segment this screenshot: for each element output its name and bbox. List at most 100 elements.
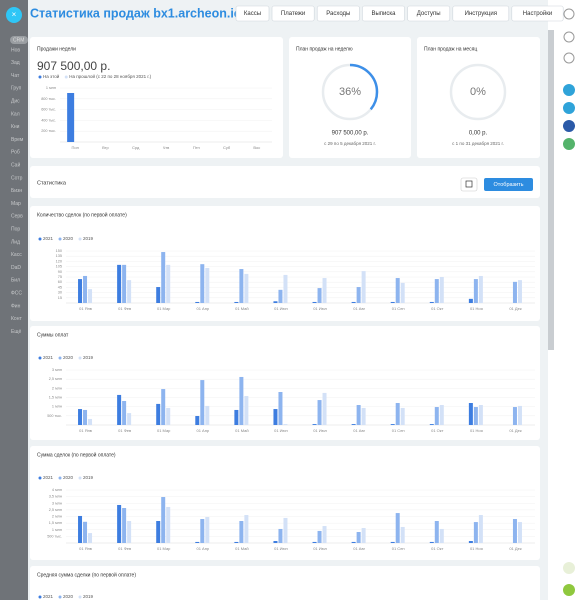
bar <box>78 515 83 543</box>
close-icon[interactable]: × <box>12 10 17 19</box>
bar <box>161 252 166 303</box>
search-icon[interactable] <box>563 52 575 64</box>
bar <box>166 407 171 425</box>
bar <box>278 528 283 543</box>
chart-title: Суммы оплат <box>37 332 69 338</box>
x-tick-label: 01 Авг <box>353 428 365 433</box>
menu-item[interactable]: Кни <box>11 124 20 130</box>
bar <box>117 264 122 303</box>
chart-title: Средняя сумма сделки (по первой оплате) <box>37 571 136 578</box>
bar <box>317 400 322 425</box>
bar <box>473 522 478 543</box>
menu-item[interactable]: Зад <box>11 60 20 66</box>
phone-icon[interactable] <box>563 584 575 596</box>
tab[interactable] <box>362 5 405 22</box>
plan-title: План продаж на неделю <box>296 46 353 52</box>
bar <box>356 405 361 425</box>
y-tick-label: 2 млн <box>52 386 62 390</box>
menu-item[interactable]: Роб <box>11 150 20 156</box>
x-tick-label: 01 Ноя <box>470 306 483 311</box>
tab[interactable] <box>271 5 315 22</box>
tab[interactable] <box>407 5 451 22</box>
bar <box>356 287 361 303</box>
menu-item[interactable]: Бил <box>11 278 20 284</box>
y-tick-label: 90 <box>58 270 62 274</box>
tab-label[interactable]: Доступы <box>417 11 441 17</box>
plan-amount: 0,00 р. <box>469 131 488 137</box>
menu-item[interactable]: Сай <box>11 162 20 169</box>
x-tick-label: 01 Ноя <box>470 428 483 433</box>
chart-subtitle: 907 500,00 р. <box>37 59 110 73</box>
menu-item[interactable]: Бизн <box>11 188 22 194</box>
close-button[interactable] <box>6 7 22 23</box>
scrollbar[interactable] <box>548 30 554 350</box>
card <box>30 166 540 198</box>
menu-item[interactable]: Сотр <box>11 175 23 181</box>
y-tick-label: 3 млн <box>52 501 62 505</box>
bar <box>512 519 517 543</box>
menu-item[interactable]: Нов <box>11 47 20 53</box>
tab[interactable] <box>235 5 270 22</box>
bar <box>429 424 434 425</box>
menu-item[interactable]: Лид <box>11 239 20 245</box>
calendar-button[interactable] <box>460 177 478 192</box>
avatar[interactable] <box>563 120 575 132</box>
tab-label[interactable]: Расходы <box>326 11 350 17</box>
menu-item[interactable]: Фин <box>11 303 21 309</box>
tab[interactable] <box>452 5 510 22</box>
calendar-icon[interactable] <box>465 180 473 188</box>
y-tick-label: 2,5 млн <box>49 508 62 512</box>
menu-item[interactable]: Пор <box>11 227 20 233</box>
bar <box>361 407 366 425</box>
tab-label[interactable]: Настройки <box>523 10 552 17</box>
tab[interactable] <box>511 5 564 22</box>
bar <box>478 405 483 425</box>
card <box>30 566 540 600</box>
y-tick-label: 15 <box>58 296 62 300</box>
menu-item[interactable]: Серв <box>11 214 23 220</box>
menu-item[interactable]: Груп <box>11 86 22 92</box>
show-button-label[interactable]: Отобразить <box>494 182 524 188</box>
menu-item[interactable]: DaD <box>11 265 21 271</box>
bar <box>156 403 161 425</box>
y-tick-label: 500 тыс. <box>47 414 62 418</box>
x-tick-label: 01 Фев <box>118 546 131 551</box>
legend-label: На прошлой (с 22 по 28 ноября 2021 г.) <box>69 73 151 79</box>
x-tick-label: 01 Июл <box>313 428 327 433</box>
menu-item[interactable]: Мар <box>11 201 21 207</box>
bell-icon[interactable] <box>563 8 575 20</box>
tab[interactable] <box>316 5 360 22</box>
bar <box>273 409 278 425</box>
menu-item[interactable]: Чат <box>11 73 20 79</box>
bar <box>67 92 75 142</box>
x-tick-label: 01 Май <box>235 306 248 311</box>
tab-label[interactable]: Кассы <box>244 11 261 17</box>
menu-item[interactable]: ФСС <box>11 291 22 297</box>
x-tick-label: Суб <box>223 145 231 150</box>
menu-item[interactable]: Дис <box>11 99 20 105</box>
ring-progress <box>321 63 379 121</box>
menu-item[interactable]: Конт <box>11 316 22 322</box>
legend-dot <box>38 356 42 360</box>
menu-item[interactable]: Врем <box>11 137 24 143</box>
menu-item[interactable]: Кал <box>11 111 20 117</box>
avatar[interactable] <box>563 102 575 114</box>
avatar[interactable] <box>563 84 575 96</box>
y-tick-label: 75 <box>58 275 62 279</box>
show-button[interactable] <box>484 178 533 191</box>
avatar[interactable] <box>563 138 575 150</box>
legend-dot <box>38 237 42 241</box>
bar <box>205 405 210 425</box>
legend-dot <box>58 595 62 599</box>
menu-item[interactable]: Касс <box>11 252 22 258</box>
chat-icon[interactable] <box>563 31 575 43</box>
x-tick-label: 01 Авг <box>353 306 365 311</box>
bar <box>468 541 473 543</box>
notes-icon[interactable] <box>563 562 575 574</box>
menu-item[interactable]: Ещё <box>11 329 21 335</box>
bar <box>278 392 283 425</box>
tab-label[interactable]: Инструкция <box>465 11 497 17</box>
tab-label[interactable]: Платежи <box>281 11 305 17</box>
legend-label: 2020 <box>63 355 74 360</box>
tab-label[interactable]: Выписка <box>371 11 396 17</box>
